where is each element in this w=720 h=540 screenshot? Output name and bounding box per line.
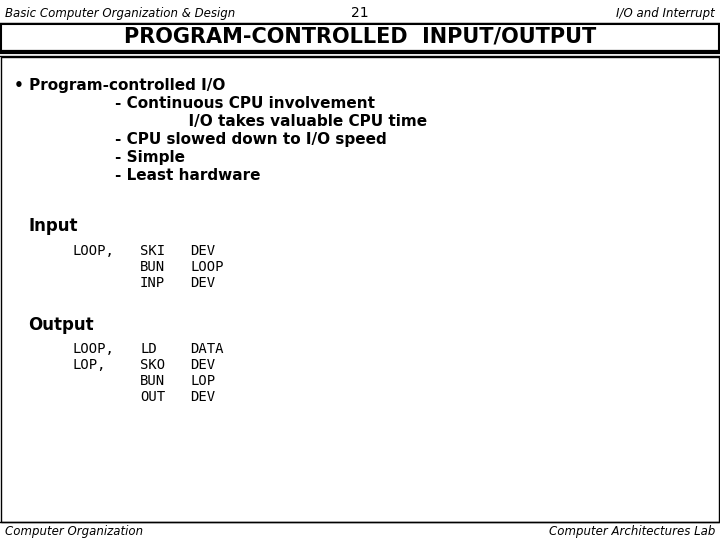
Text: SKI: SKI bbox=[140, 244, 165, 258]
Text: - CPU slowed down to I/O speed: - CPU slowed down to I/O speed bbox=[115, 132, 387, 147]
Text: I/O and Interrupt: I/O and Interrupt bbox=[616, 6, 715, 19]
Text: OUT: OUT bbox=[140, 390, 165, 404]
Text: LOOP: LOOP bbox=[190, 260, 223, 274]
Text: INP: INP bbox=[140, 276, 165, 290]
Text: LD: LD bbox=[140, 342, 157, 356]
Text: LOOP,: LOOP, bbox=[72, 342, 114, 356]
Text: Output: Output bbox=[28, 316, 94, 334]
Text: LOP,: LOP, bbox=[72, 358, 106, 372]
Text: Computer Architectures Lab: Computer Architectures Lab bbox=[549, 524, 715, 537]
FancyBboxPatch shape bbox=[1, 57, 719, 522]
Text: DEV: DEV bbox=[190, 276, 215, 290]
Text: 21: 21 bbox=[351, 6, 369, 20]
Text: • Program-controlled I/O: • Program-controlled I/O bbox=[14, 78, 225, 93]
Text: BUN: BUN bbox=[140, 374, 165, 388]
Text: DEV: DEV bbox=[190, 358, 215, 372]
Text: SKO: SKO bbox=[140, 358, 165, 372]
Text: PROGRAM-CONTROLLED  INPUT/OUTPUT: PROGRAM-CONTROLLED INPUT/OUTPUT bbox=[124, 27, 596, 47]
Text: I/O takes valuable CPU time: I/O takes valuable CPU time bbox=[115, 114, 427, 129]
Text: Input: Input bbox=[28, 217, 78, 235]
Text: LOOP,: LOOP, bbox=[72, 244, 114, 258]
Text: DEV: DEV bbox=[190, 244, 215, 258]
Text: DEV: DEV bbox=[190, 390, 215, 404]
Text: LOP: LOP bbox=[190, 374, 215, 388]
Text: BUN: BUN bbox=[140, 260, 165, 274]
FancyBboxPatch shape bbox=[1, 24, 719, 51]
Text: Basic Computer Organization & Design: Basic Computer Organization & Design bbox=[5, 6, 235, 19]
Text: DATA: DATA bbox=[190, 342, 223, 356]
Text: - Least hardware: - Least hardware bbox=[115, 168, 261, 183]
Text: Computer Organization: Computer Organization bbox=[5, 524, 143, 537]
Text: - Simple: - Simple bbox=[115, 150, 185, 165]
Text: - Continuous CPU involvement: - Continuous CPU involvement bbox=[115, 96, 375, 111]
